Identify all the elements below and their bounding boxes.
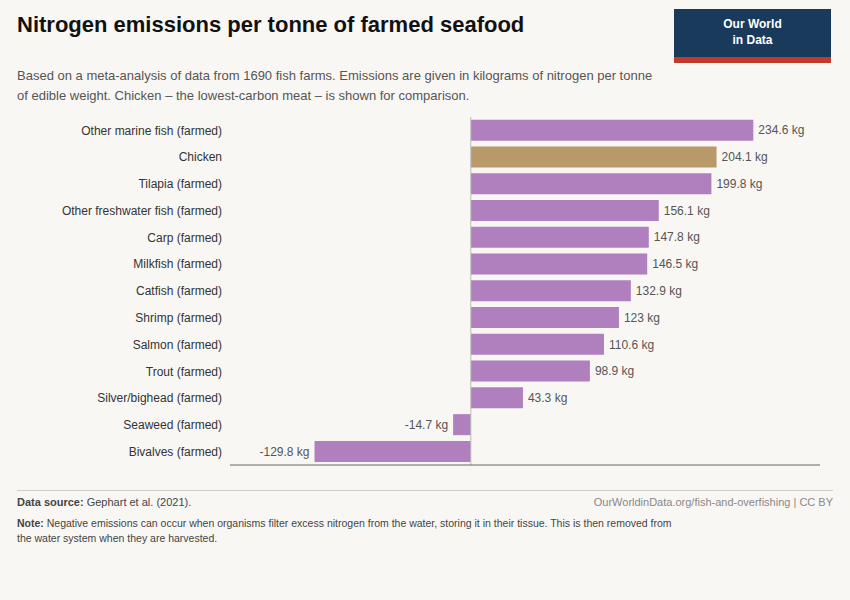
svg-text:Shrimp (farmed): Shrimp (farmed) xyxy=(135,311,222,325)
svg-text:147.8 kg: 147.8 kg xyxy=(654,230,700,244)
html-text:Based on a meta-analysis of da: Based on a meta-analysis of data from 16… xyxy=(17,68,653,103)
svg-text:Chicken: Chicken xyxy=(179,150,222,164)
svg-text:234.6 kg: 234.6 kg xyxy=(758,123,804,137)
svg-text:Other freshwater fish (farmed): Other freshwater fish (farmed) xyxy=(62,204,222,218)
svg-text:110.6 kg: 110.6 kg xyxy=(609,338,654,352)
svg-text:Tilapia (farmed): Tilapia (farmed) xyxy=(138,177,222,191)
svg-text:123 kg: 123 kg xyxy=(624,311,660,325)
html-text:Our World: Our World xyxy=(723,17,782,32)
svg-text:Bivalves (farmed): Bivalves (farmed) xyxy=(129,445,222,459)
svg-text:98.9 kg: 98.9 kg xyxy=(595,364,634,378)
html-text:in Data: in Data xyxy=(732,33,773,47)
svg-text:Carp (farmed): Carp (farmed) xyxy=(147,231,222,245)
html-text:Note: Negative emissions can o: Note: Negative emissions can occur when … xyxy=(17,517,672,544)
svg-text:Other marine fish (farmed): Other marine fish (farmed) xyxy=(81,124,222,138)
svg-text:146.5 kg: 146.5 kg xyxy=(652,257,698,271)
svg-text:132.9 kg: 132.9 kg xyxy=(636,284,682,298)
svg-text:Milkfish (farmed): Milkfish (farmed) xyxy=(133,257,222,271)
html-text:Nitrogen emissions per tonne o: Nitrogen emissions per tonne of farmed s… xyxy=(17,12,525,37)
svg-text:Catfish (farmed): Catfish (farmed) xyxy=(136,284,222,298)
html-text:Data source: Gephart et al. (2: Data source: Gephart et al. (2021). xyxy=(17,496,192,508)
svg-text:43.3 kg: 43.3 kg xyxy=(528,391,567,405)
svg-text:-129.8 kg: -129.8 kg xyxy=(259,445,309,459)
svg-text:199.8 kg: 199.8 kg xyxy=(716,177,762,191)
svg-text:Silver/bighead (farmed): Silver/bighead (farmed) xyxy=(97,391,222,405)
svg-text:156.1 kg: 156.1 kg xyxy=(664,204,710,218)
svg-text:Trout (farmed): Trout (farmed) xyxy=(146,365,222,379)
svg-text:Salmon (farmed): Salmon (farmed) xyxy=(133,338,222,352)
svg-text:Seaweed (farmed): Seaweed (farmed) xyxy=(123,418,222,432)
svg-text:-14.7 kg: -14.7 kg xyxy=(405,418,448,432)
svg-text:204.1 kg: 204.1 kg xyxy=(722,150,768,164)
html-text:OurWorldinData.org/fish-and-ov: OurWorldinData.org/fish-and-overfishing … xyxy=(593,496,833,508)
